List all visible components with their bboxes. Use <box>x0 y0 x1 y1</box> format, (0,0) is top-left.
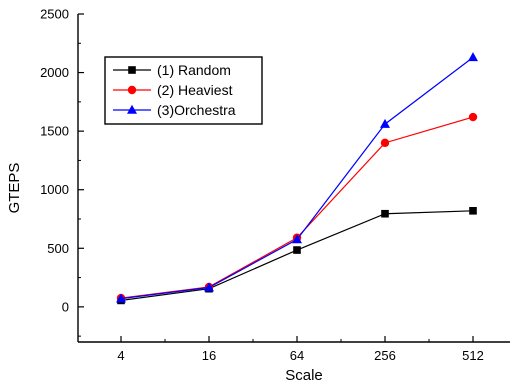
legend-marker <box>127 85 137 95</box>
legend-marker <box>128 66 136 74</box>
data-point <box>468 112 478 122</box>
series-3 <box>116 52 478 303</box>
data-point <box>381 209 389 218</box>
y-axis-title: GTEPS <box>6 163 23 214</box>
series-group <box>116 52 478 305</box>
series-1 <box>117 207 477 305</box>
legend-label: (3)Orchestra <box>157 102 236 118</box>
y-tick-label: 1000 <box>40 182 69 197</box>
legend-item: (3)Orchestra <box>113 102 236 118</box>
legend: (1) Random (2) Heaviest (3)Orchestra <box>104 56 263 125</box>
y-tick-label: 1500 <box>40 124 69 139</box>
series-line <box>120 210 474 302</box>
legend-label: (2) Heaviest <box>157 82 233 98</box>
x-axis-title: Scale <box>285 367 323 384</box>
x-tick-label: 4 <box>117 348 124 363</box>
x-tick-label: 256 <box>374 348 396 363</box>
axes: 0 500 1000 1500 2000 2500 4 16 64 256 512 <box>40 7 510 363</box>
y-tick-label: 2500 <box>40 7 69 22</box>
x-tick-label: 64 <box>290 348 304 363</box>
x-tick-label: 16 <box>202 348 216 363</box>
y-tick-label: 0 <box>62 299 69 314</box>
x-tick-label: 512 <box>462 348 484 363</box>
data-point <box>468 52 478 62</box>
data-point <box>380 138 390 148</box>
series-2 <box>116 112 478 303</box>
legend-item: (2) Heaviest <box>113 82 233 98</box>
data-point <box>292 234 302 244</box>
data-point <box>293 246 301 254</box>
legend-marker <box>127 104 137 114</box>
data-point <box>116 293 126 303</box>
data-point <box>469 207 477 215</box>
y-tick-label: 2000 <box>40 65 69 80</box>
data-point <box>204 282 214 292</box>
legend-item: (1) Random <box>113 62 231 78</box>
y-tick-label: 500 <box>47 241 69 256</box>
data-point <box>380 118 390 128</box>
series-line <box>120 116 474 299</box>
legend-label: (1) Random <box>157 62 231 78</box>
